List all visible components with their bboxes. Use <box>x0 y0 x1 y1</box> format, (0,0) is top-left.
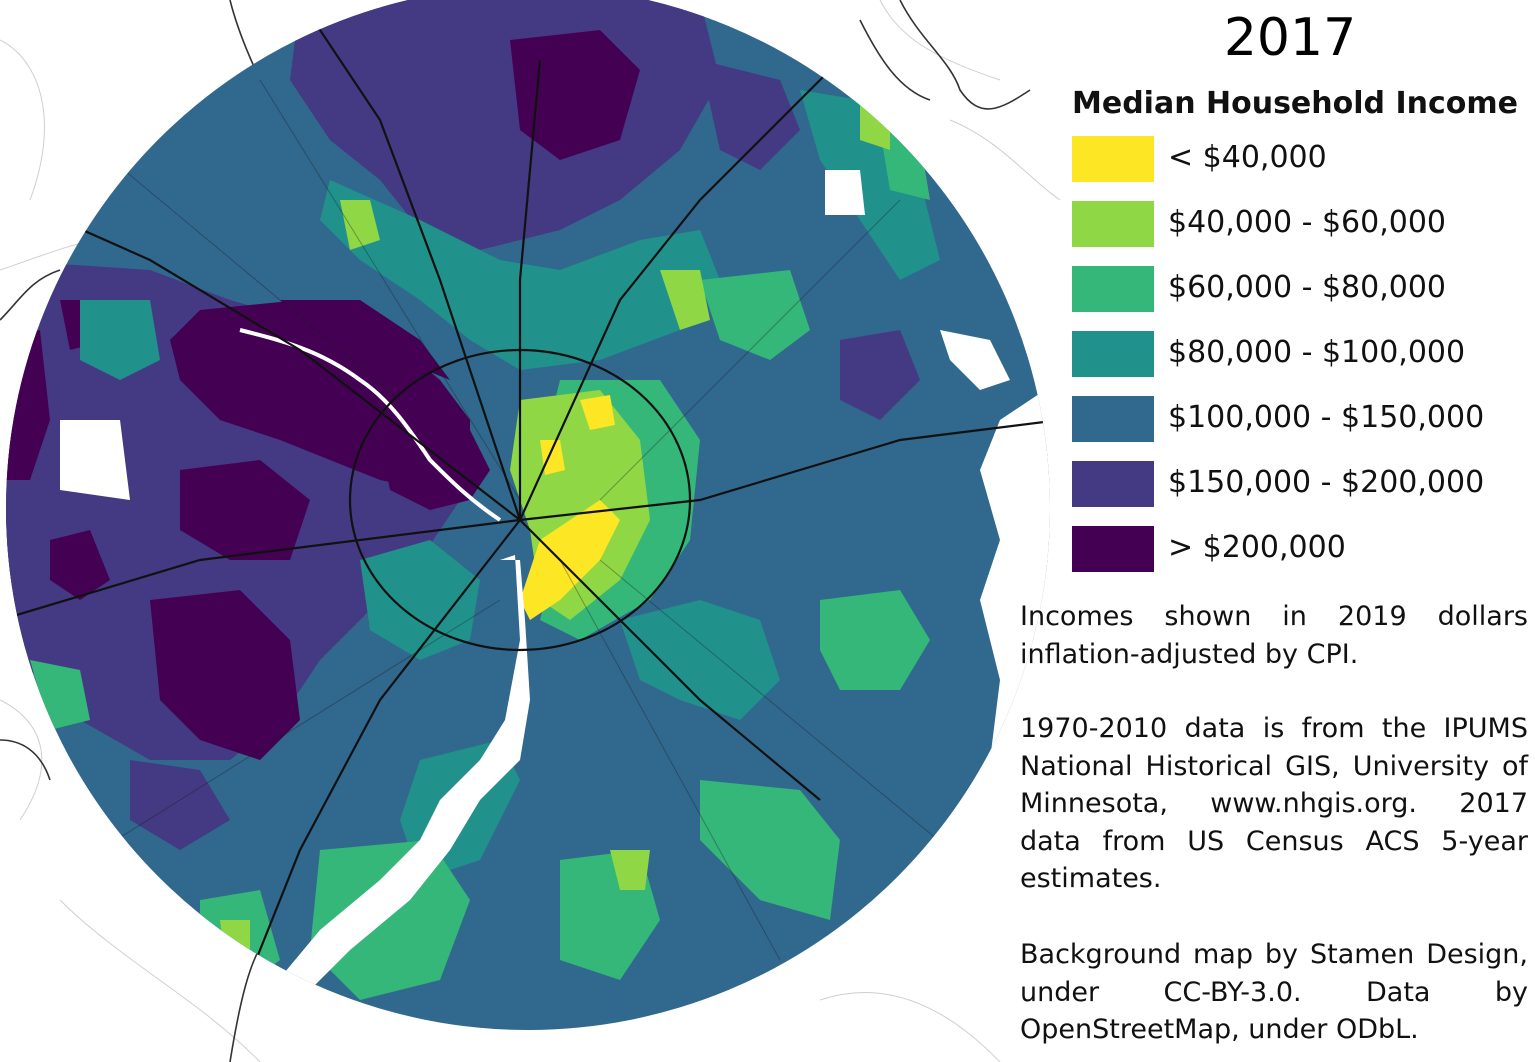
region-southwest-60k <box>310 840 470 1000</box>
region-north-200k <box>510 30 640 160</box>
region-north-40k <box>660 270 710 330</box>
region-alexandria-80k <box>360 540 480 660</box>
legend-label: $150,000 - $200,000 <box>1168 465 1485 500</box>
region-southeast-60k <box>820 590 930 690</box>
legend-swatch <box>1072 461 1154 507</box>
region-northeast-150k <box>700 60 800 170</box>
legend-label: $60,000 - $80,000 <box>1168 270 1447 305</box>
region-ne-corridor-80k <box>800 90 940 280</box>
white-patch-ne <box>825 170 865 215</box>
note-basemap: Background map by Stamen Design, under C… <box>1020 939 1528 1045</box>
region-dc-north-lt40k <box>580 395 615 430</box>
legend-swatch <box>1072 331 1154 377</box>
region-potomac-200k <box>280 300 450 380</box>
potomac-river <box>260 555 530 1030</box>
legend-label: < $40,000 <box>1168 140 1327 175</box>
region-southeast-80k <box>620 600 780 720</box>
legend-label: $80,000 - $100,000 <box>1168 335 1466 370</box>
note-inflation: Incomes shown in 2019 dollars inflation-… <box>1020 601 1528 670</box>
legend-label: > $200,000 <box>1168 530 1346 565</box>
region-south-60k <box>700 780 840 920</box>
region-southwest-150k <box>130 760 230 850</box>
map-year: 2017 <box>1223 8 1357 68</box>
legend-swatch <box>1072 526 1154 572</box>
note-sources: 1970-2010 data is from the IPUMS Nationa… <box>1020 713 1528 894</box>
local-roads <box>99 79 951 961</box>
region-fairfax-200k <box>150 590 300 760</box>
chesapeake-inlet <box>940 330 1010 390</box>
region-south-40k <box>610 850 650 890</box>
white-patch-west <box>60 420 130 500</box>
region-dc-southeast-lt40k <box>520 500 620 620</box>
background-roads <box>0 0 1061 1062</box>
legend-label: $40,000 - $60,000 <box>1168 205 1447 240</box>
region-west-80k <box>80 300 160 380</box>
region-sw-40k <box>220 920 250 960</box>
highways <box>6 0 1050 1001</box>
region-nw-40k <box>340 200 380 250</box>
region-vienna-200k <box>180 460 310 560</box>
map-circle <box>6 0 1050 1030</box>
region-west-small-200k <box>50 530 110 600</box>
region-east-60k <box>700 270 810 360</box>
region-dc-center-lt40k <box>540 440 565 475</box>
legend-label: $100,000 - $150,000 <box>1168 400 1485 435</box>
legend-swatch <box>1072 266 1154 312</box>
legend-swatch <box>1072 201 1154 247</box>
region-east-150k <box>840 330 920 420</box>
legend-swatch <box>1072 136 1154 182</box>
legend-title: Median Household Income <box>1072 86 1518 121</box>
legend-swatch <box>1072 396 1154 442</box>
